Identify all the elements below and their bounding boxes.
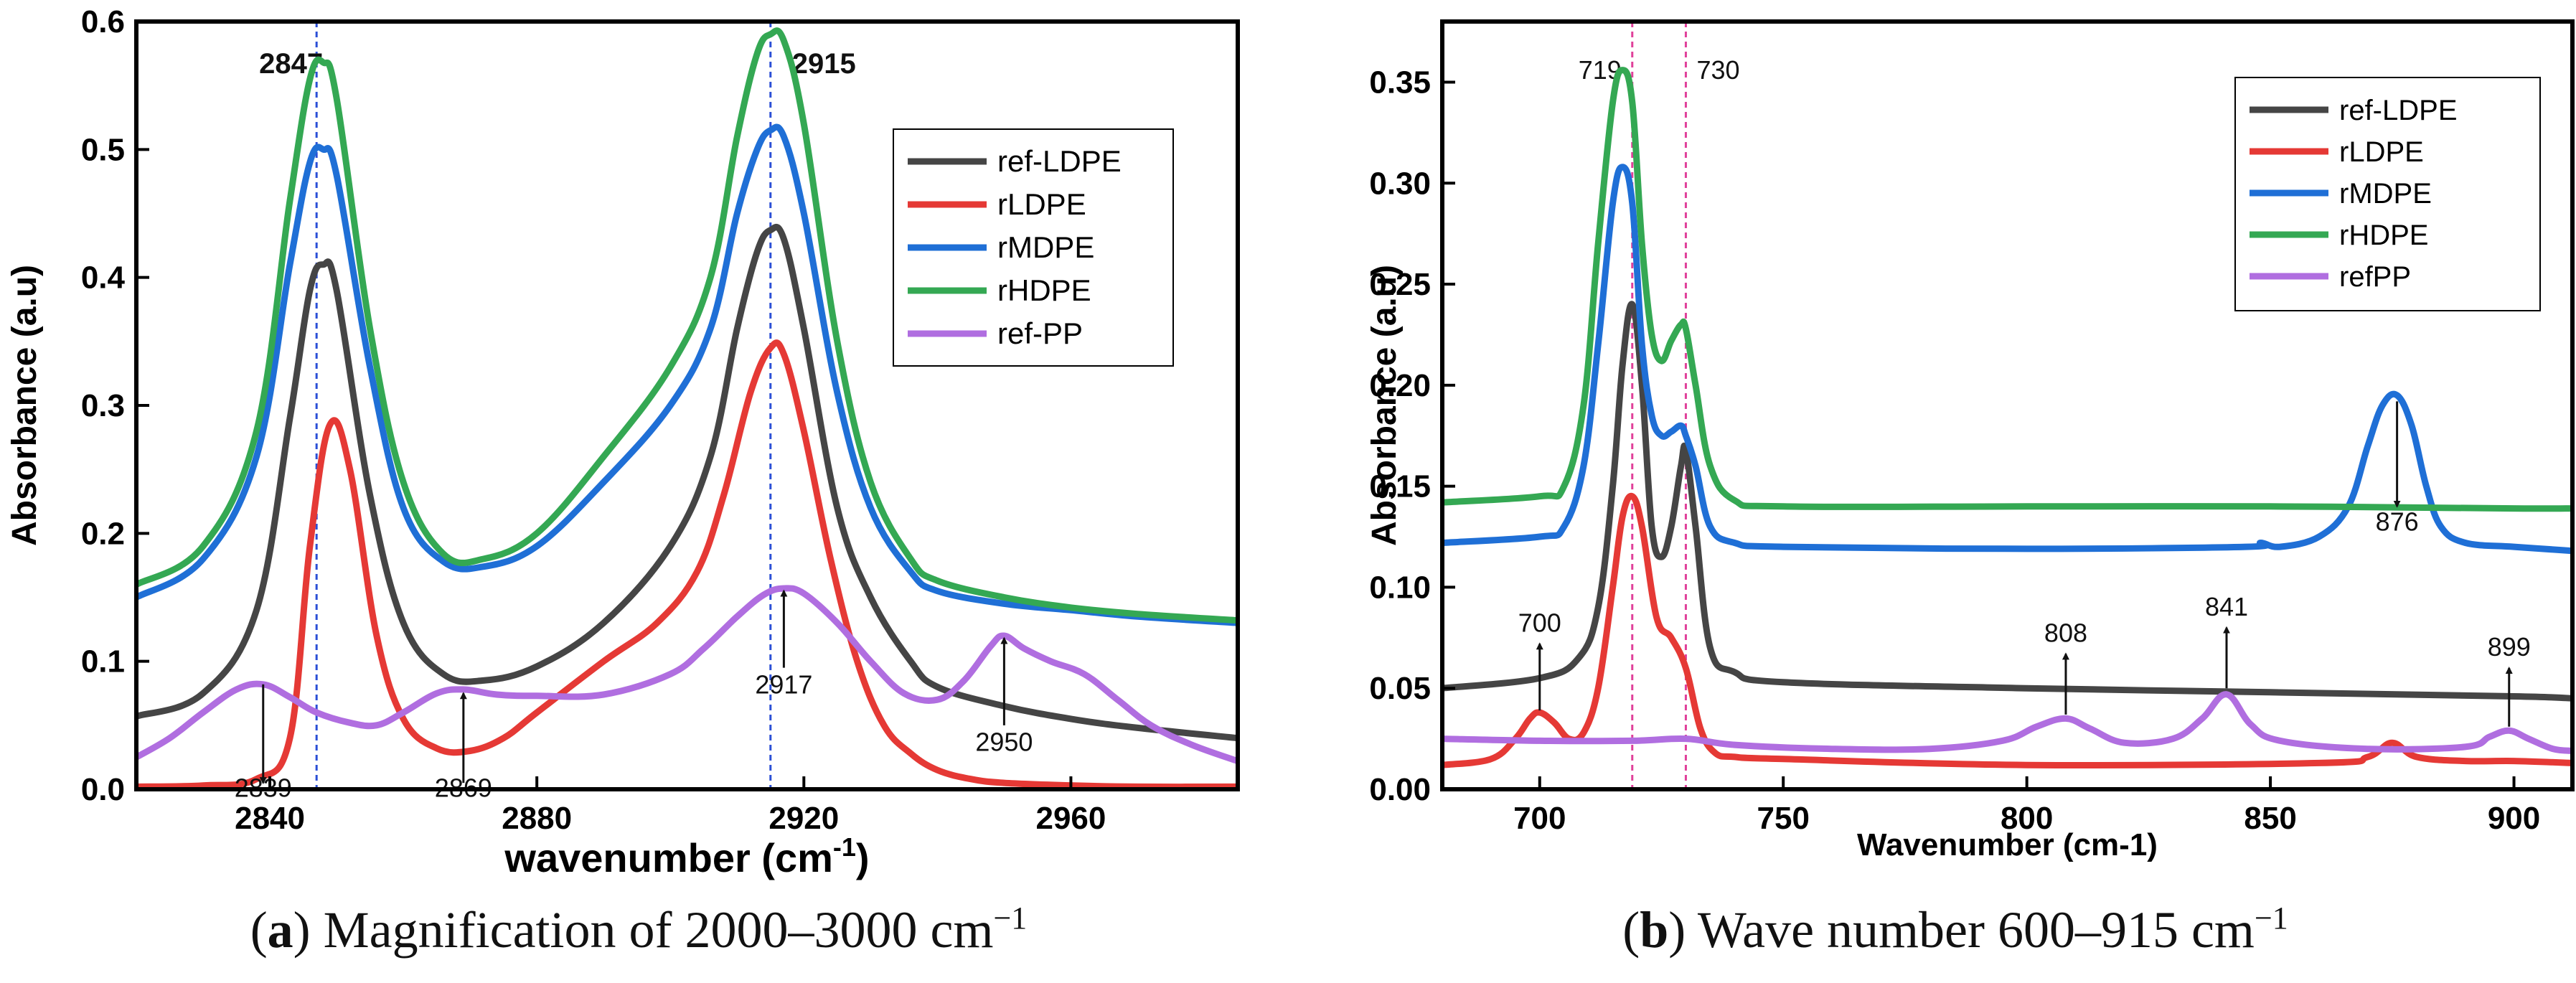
caption-b: (b) Wave number 600–915 cm−1 bbox=[1335, 900, 2576, 979]
ytick-label-b: 0.20 bbox=[1369, 368, 1431, 403]
ytick-label-b: 0.25 bbox=[1369, 267, 1431, 302]
caption-a: (a) Magnification of 2000–3000 cm−1 bbox=[0, 900, 1277, 979]
caption-a-paren-close: ) bbox=[293, 901, 311, 959]
series-line-b-rhdpe bbox=[1442, 67, 2572, 512]
xtick-label-a: 2920 bbox=[768, 801, 839, 836]
y-axis-label-a: Absorbance (a.u) bbox=[6, 265, 44, 546]
caption-a-text: Magnification of 2000–3000 cm bbox=[310, 901, 994, 959]
annotation-label-b-899: 899 bbox=[2488, 632, 2531, 662]
caption-b-text: Wave number 600–915 cm bbox=[1686, 901, 2255, 959]
legend-label-a-rmdpe: rMDPE bbox=[997, 230, 1094, 264]
legend-label-a-ref-pp: ref-PP bbox=[997, 316, 1083, 350]
ytick-label-b: 0.15 bbox=[1369, 469, 1431, 504]
caption-a-paren-open: ( bbox=[250, 901, 268, 959]
ytick-label-a: 0.3 bbox=[81, 388, 125, 423]
annotation-label-a-2917: 2917 bbox=[755, 669, 812, 699]
ytick-label-b: 0.35 bbox=[1369, 65, 1431, 100]
ytick-label-a: 0.0 bbox=[81, 772, 125, 807]
x-axis-label-main-b: Wavenumber (cm-1) bbox=[1857, 827, 2158, 862]
xtick-label-b: 900 bbox=[2488, 801, 2540, 836]
annotation-label-a-2950: 2950 bbox=[975, 728, 1033, 757]
series-line-a-ref-pp bbox=[136, 585, 1238, 765]
series-line-b-rldpe bbox=[1442, 492, 2572, 768]
series-line-b-ref-ldpe bbox=[1442, 301, 2572, 702]
ytick-label-a: 0.1 bbox=[81, 644, 125, 679]
caption-a-letter: a bbox=[267, 901, 293, 959]
x-axis-label-a: wavenumber (cm-1) bbox=[504, 832, 869, 880]
annotation-label-b-876: 876 bbox=[2376, 507, 2419, 537]
xtick-label-b: 750 bbox=[1757, 801, 1810, 836]
legend-label-b-rhdpe: rHDPE bbox=[2339, 220, 2428, 251]
vline-label-b-730: 730 bbox=[1696, 55, 1739, 85]
annotation-label-b-700: 700 bbox=[1518, 608, 1561, 637]
series-group-b bbox=[1442, 67, 2572, 768]
ytick-label-b: 0.05 bbox=[1369, 671, 1431, 706]
series-line-a-rhdpe bbox=[136, 27, 1238, 624]
legend-label-b-ref-ldpe: ref-LDPE bbox=[2339, 95, 2458, 126]
caption-b-sup: −1 bbox=[2254, 900, 2288, 936]
xtick-label-b: 700 bbox=[1513, 801, 1566, 836]
annotation-label-b-841: 841 bbox=[2205, 592, 2248, 621]
series-group-a bbox=[136, 27, 1238, 789]
y-axis-label-b: Absorbance (a.u) bbox=[1365, 265, 1404, 546]
caption-b-letter: b bbox=[1640, 901, 1669, 959]
series-line-b-refpp bbox=[1442, 691, 2572, 754]
ytick-label-b: 0.10 bbox=[1369, 570, 1431, 605]
xtick-label-b: 800 bbox=[2001, 801, 2053, 836]
xtick-label-a: 2840 bbox=[235, 801, 305, 836]
xtick-label-a: 2880 bbox=[502, 801, 572, 836]
x-axis-label-tail-a: ) bbox=[856, 835, 870, 880]
ytick-label-b: 0.00 bbox=[1369, 772, 1431, 807]
ytick-label-a: 0.6 bbox=[81, 4, 125, 39]
xtick-label-a: 2960 bbox=[1035, 801, 1106, 836]
x-axis-label-sup-a: -1 bbox=[833, 832, 856, 862]
x-axis-label-b: Wavenumber (cm-1) bbox=[1857, 827, 2158, 862]
series-line-a-ref-ldpe bbox=[136, 223, 1238, 742]
annotation-label-b-808: 808 bbox=[2044, 618, 2087, 647]
series-line-a-rmdpe bbox=[136, 123, 1238, 626]
caption-a-sup: −1 bbox=[993, 900, 1028, 936]
ytick-label-a: 0.2 bbox=[81, 516, 125, 551]
ytick-label-b: 0.30 bbox=[1369, 166, 1431, 201]
caption-b-paren-close: ) bbox=[1668, 901, 1686, 959]
legend-label-b-rldpe: rLDPE bbox=[2339, 136, 2424, 168]
x-axis-label-main-a: wavenumber (cm bbox=[504, 835, 833, 880]
vline-label-a-2915: 2915 bbox=[792, 48, 856, 80]
legend-label-b-rmdpe: rMDPE bbox=[2339, 178, 2432, 210]
ytick-label-a: 0.5 bbox=[81, 132, 125, 167]
legend-label-a-ref-ldpe: ref-LDPE bbox=[997, 144, 1122, 178]
xtick-label-b: 850 bbox=[2244, 801, 2296, 836]
legend-label-a-rldpe: rLDPE bbox=[997, 187, 1086, 221]
series-line-b-rmdpe bbox=[1442, 164, 2572, 555]
caption-b-paren-open: ( bbox=[1622, 901, 1640, 959]
legend-label-a-rhdpe: rHDPE bbox=[997, 273, 1091, 307]
ytick-label-a: 0.4 bbox=[81, 260, 126, 296]
plot-frame-b bbox=[1440, 19, 2575, 791]
series-line-a-rldpe bbox=[136, 339, 1238, 789]
legend-label-b-refpp: refPP bbox=[2339, 261, 2411, 293]
